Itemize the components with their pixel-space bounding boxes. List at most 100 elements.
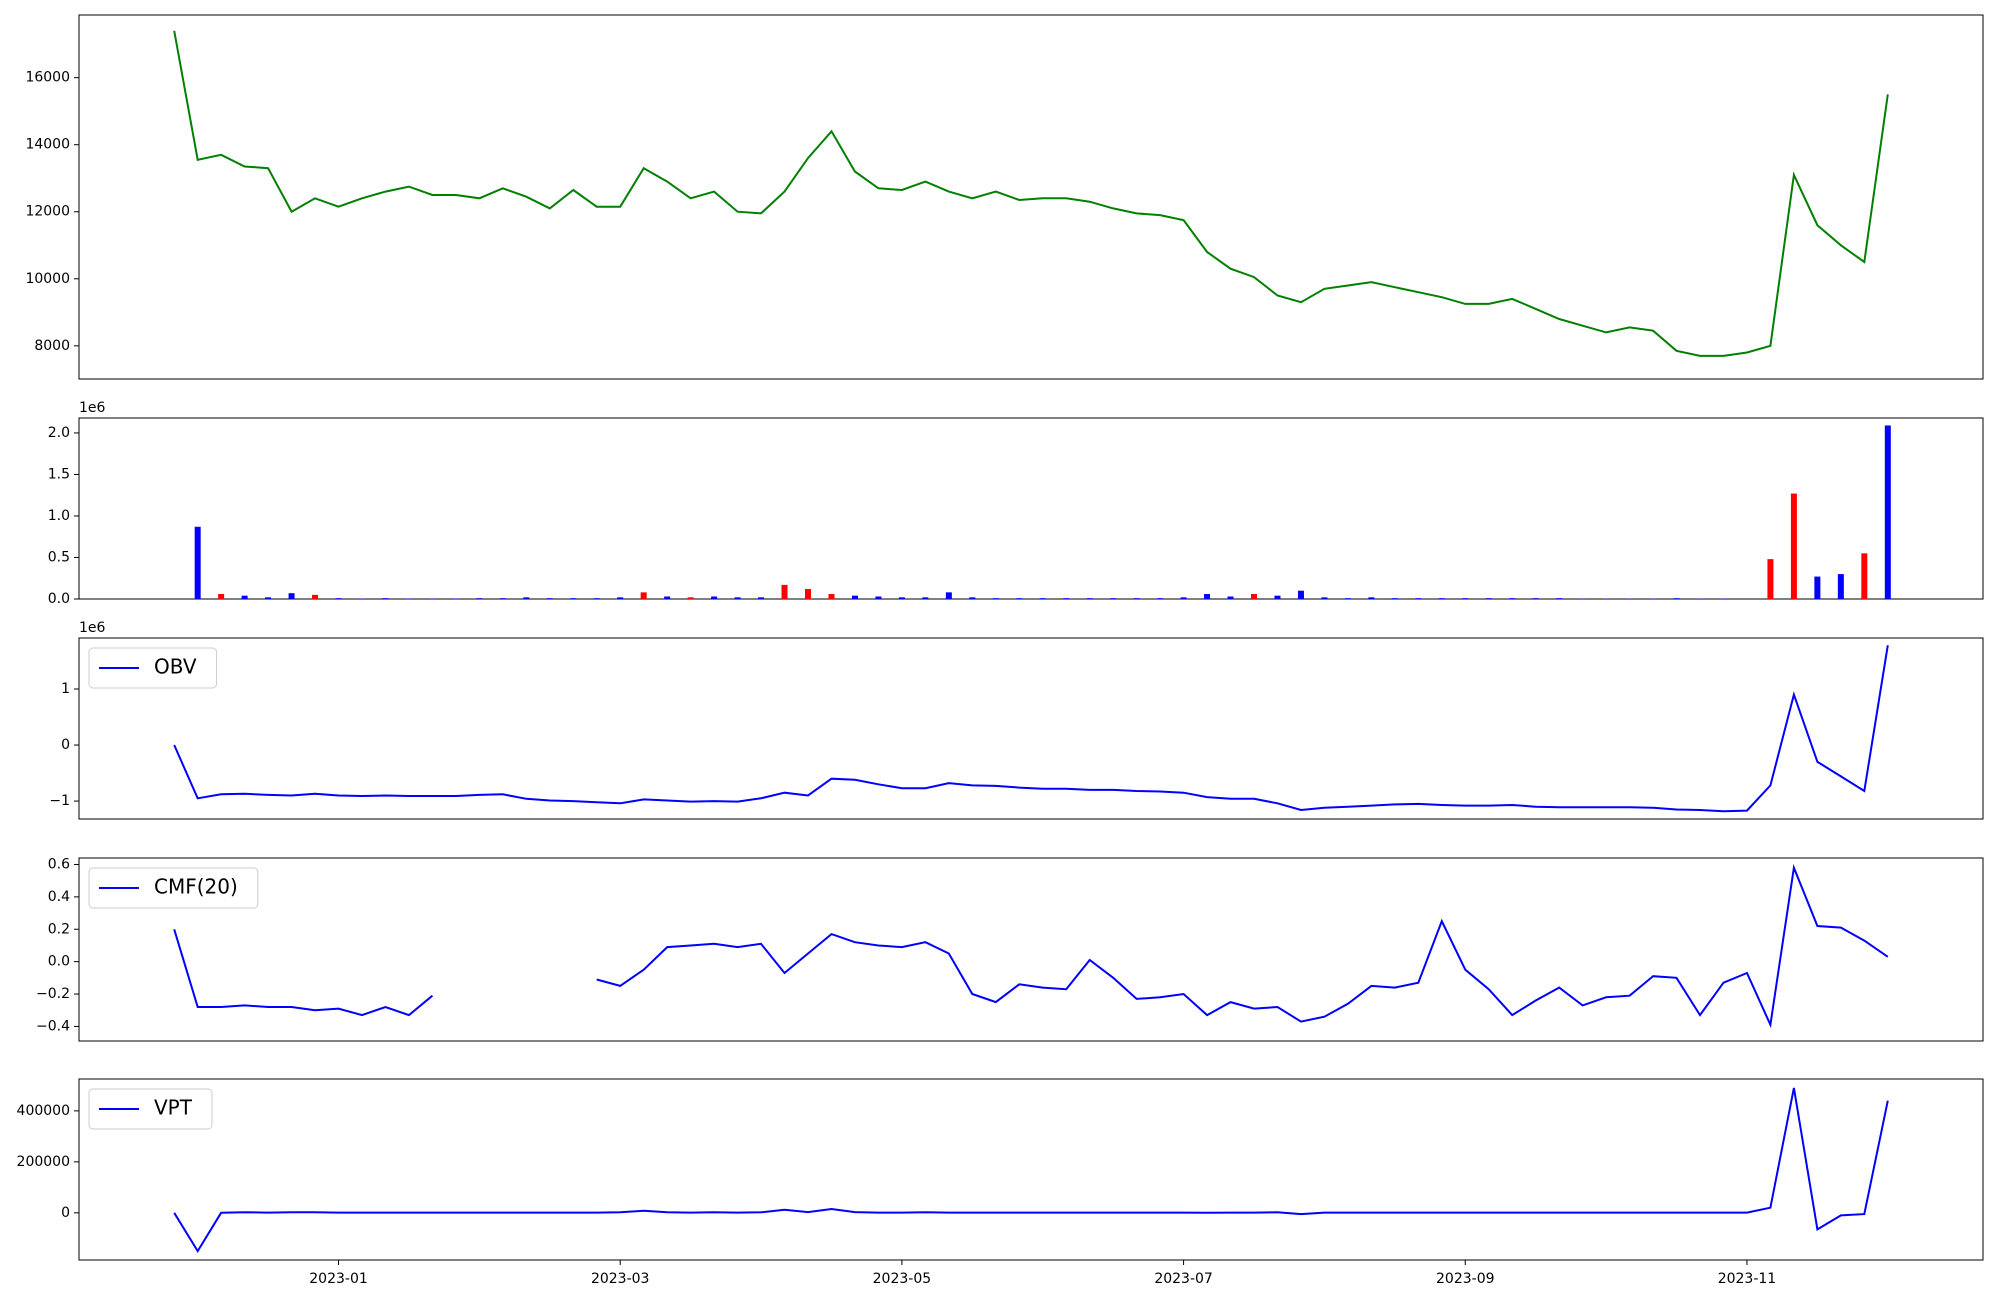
y-tick-label: 10000	[25, 271, 70, 287]
bar	[711, 596, 718, 599]
y-tick-label: 200000	[17, 1154, 70, 1170]
bar	[1086, 598, 1093, 599]
bar	[593, 598, 600, 599]
bar	[1438, 598, 1445, 599]
bar	[1063, 598, 1070, 599]
bar	[1297, 590, 1304, 599]
bar	[804, 589, 811, 599]
y-tick-label: −0.2	[36, 986, 70, 1002]
x-tick-label: 2023-03	[591, 1271, 650, 1287]
bar	[781, 584, 788, 599]
legend-label: VPT	[154, 1096, 193, 1120]
y-tick-label: 0.0	[48, 954, 70, 970]
panel: 0.0 0.5 1.0 1.5 2.0 1e6	[48, 400, 1984, 607]
bar	[476, 598, 483, 599]
panel: −0.4 −0.2 0.0 0.2 0.4 0.6 CMF(20)	[36, 856, 1984, 1042]
x-tick-label: 2023-09	[1436, 1271, 1495, 1287]
panel: 8000 10000 12000 14000 16000	[25, 14, 1984, 380]
axes-frame	[78, 857, 1984, 1042]
axes-frame	[78, 417, 1984, 600]
y-tick-label: 0	[61, 737, 70, 753]
bar	[734, 597, 741, 599]
y-tick-label: 400000	[17, 1103, 70, 1119]
axes-frame	[78, 1078, 1984, 1261]
bar	[851, 595, 858, 599]
bar	[1485, 598, 1492, 599]
bar	[898, 597, 905, 599]
bar	[523, 597, 530, 599]
legend-box	[88, 647, 218, 689]
legend-label: CMF(20)	[154, 875, 238, 899]
bar	[687, 597, 694, 599]
bar	[875, 596, 882, 599]
bar	[218, 594, 225, 599]
x-tick-label: 2023-05	[873, 1271, 932, 1287]
y-tick-label: 1.0	[48, 508, 70, 524]
bar	[1180, 597, 1187, 599]
panel: 0 200000 400000 2023-01 2023-03 2023-05 2023-0…	[17, 1078, 1984, 1287]
bar	[1204, 594, 1211, 599]
bar	[1884, 425, 1891, 599]
bar	[1767, 559, 1774, 599]
y-tick-label: 0.5	[48, 549, 70, 565]
legend-box	[88, 1088, 213, 1130]
bar	[499, 598, 506, 599]
bar	[312, 594, 319, 599]
y-tick-label: 12000	[25, 204, 70, 220]
bar	[1462, 598, 1469, 599]
bar	[969, 597, 976, 599]
y-tick-label: 1	[61, 681, 70, 697]
bar	[1556, 598, 1563, 599]
y-tick-label: 8000	[34, 338, 70, 354]
y-tick-label: 0.6	[48, 856, 70, 872]
bar	[758, 597, 765, 599]
y-tick-label: 1.5	[48, 466, 70, 482]
offset-label: 1e6	[79, 620, 106, 636]
bar	[1837, 574, 1844, 599]
bar	[241, 595, 248, 599]
bar	[1321, 597, 1328, 599]
bar	[1673, 598, 1680, 599]
y-tick-label: 0.2	[48, 921, 70, 937]
bar	[265, 597, 272, 599]
axes-frame	[78, 14, 1984, 380]
panel: −1 0 1 1e6 OBV	[49, 620, 1984, 820]
legend: CMF(20)	[88, 867, 259, 909]
bar	[1861, 553, 1868, 599]
bar	[664, 596, 671, 599]
bar	[640, 592, 647, 599]
axes-frame	[78, 637, 1984, 820]
legend-box	[88, 867, 259, 909]
bar	[1274, 595, 1281, 599]
bar	[1391, 598, 1398, 599]
y-tick-label: −1	[49, 793, 70, 809]
bar	[546, 598, 553, 599]
bar	[570, 598, 577, 599]
y-tick-label: 2.0	[48, 425, 70, 441]
bar	[1110, 598, 1117, 599]
y-tick-label: 0	[61, 1205, 70, 1221]
bar	[1814, 576, 1821, 599]
bar	[1039, 598, 1046, 599]
bar	[335, 598, 342, 599]
offset-label: 1e6	[79, 400, 106, 416]
bar	[1509, 598, 1516, 599]
bar	[1227, 596, 1234, 599]
x-tick-label: 2023-11	[1718, 1271, 1777, 1287]
bar	[1368, 597, 1375, 599]
bar	[1532, 598, 1539, 599]
y-tick-label: 0.4	[48, 889, 70, 905]
bar	[1157, 598, 1164, 599]
y-tick-label: −0.4	[36, 1018, 70, 1034]
line	[173, 30, 1889, 357]
y-tick-label: 14000	[25, 137, 70, 153]
y-tick-label: 0.0	[48, 591, 70, 607]
bar	[1251, 594, 1258, 599]
bar	[1016, 598, 1023, 599]
bar	[992, 598, 999, 599]
bar	[828, 594, 835, 599]
bar	[1344, 598, 1351, 599]
bar	[1415, 598, 1422, 599]
x-tick-label: 2023-07	[1154, 1271, 1213, 1287]
